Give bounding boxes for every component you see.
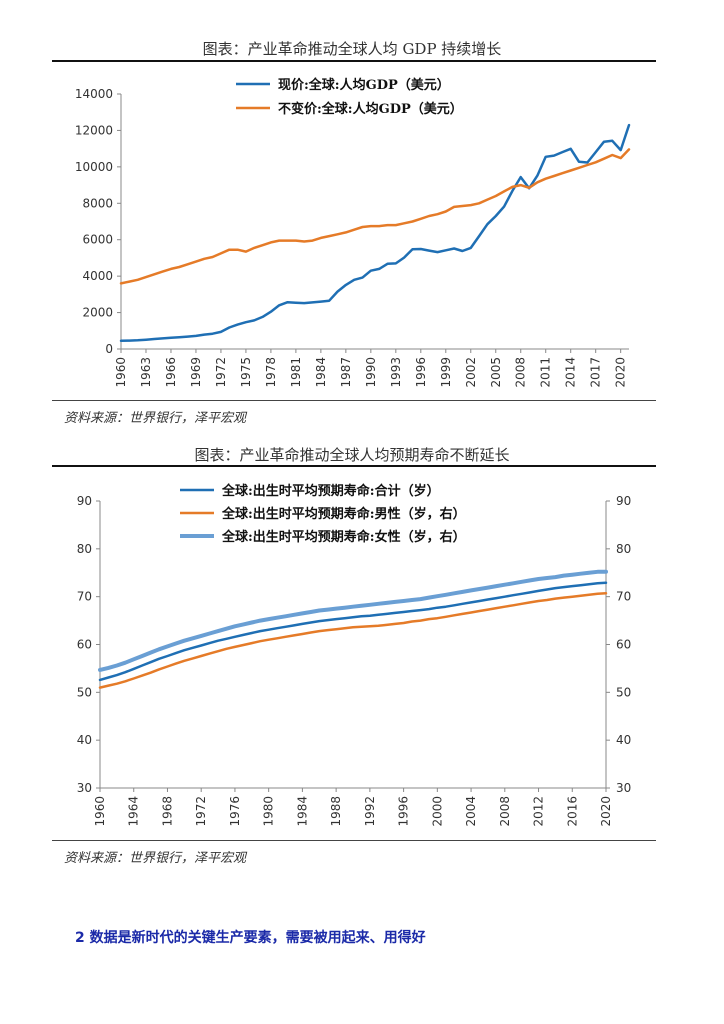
life-x-tick-label: 1992 [363,796,377,827]
life-x-tick-label: 2016 [565,796,579,827]
life-x-tick-label: 2004 [464,796,478,827]
chart2-title: 图表：产业革命推动全球人均预期寿命不断延长 [194,446,510,464]
gdp-legend-label-2: 不变价:全球:人均GDP（美元） [278,101,463,117]
life-legend-label-2: 全球:出生时平均预期寿命:男性（岁，右） [221,506,466,522]
life-legend-label-1: 全球:出生时平均预期寿命:合计（岁） [221,483,440,499]
section-heading: 2 数据是新时代的关键生产要素，需要被用起来、用得好 [75,930,426,946]
gdp-legend-label-1: 现价:全球:人均GDP（美元） [278,77,450,93]
life-expectancy-chart: 30 30 40 40 50 50 60 60 70 70 80 80 90 90 1960 1964 1968… [77,483,632,827]
life-x-tick-label: 2020 [599,796,613,827]
life-y2-tick-label: 90 [616,494,631,508]
gdp-series-line-2 [119,148,631,285]
life-x-tick-label: 1972 [194,796,208,827]
life-x-tick-label: 1964 [127,796,141,827]
gdp-x-tick-label: 1987 [339,357,353,388]
life-y2-tick-label: 40 [616,733,631,747]
chart2-top-rule [52,465,656,467]
chart1-top-rule [52,60,656,62]
gdp-x-tick-label: 1966 [164,357,178,388]
life-y-tick-label: 60 [77,638,92,652]
life-y-tick-label: 30 [77,781,92,795]
chart2-bottom-rule [52,840,656,841]
chart1-source: 资料来源：世界银行，泽平宏观 [64,411,247,426]
life-y-tick-label: 90 [77,494,92,508]
gdp-x-tick-label: 1963 [139,357,153,388]
chart2-source: 资料来源：世界银行，泽平宏观 [64,851,247,866]
life-x-tick-label: 2000 [430,796,444,827]
life-y-tick-label: 70 [77,590,92,604]
life-x-tick-label: 2008 [498,796,512,827]
gdp-y-tick-label: 10000 [75,160,113,174]
gdp-x-tick-label: 2005 [489,357,503,388]
life-y-tick-label: 40 [77,733,92,747]
gdp-series-line-1 [119,123,631,343]
gdp-chart: 0 2000 4000 6000 8000 10000 12000 14000 1960 1963… [75,77,631,388]
life-series-line-1 [98,581,608,682]
gdp-x-tick-label: 2002 [464,357,478,388]
life-x-tick-label: 1980 [262,796,276,827]
gdp-y-tick-label: 4000 [82,269,113,283]
life-x-tick-label: 1976 [228,796,242,827]
gdp-x-tick-label: 1972 [214,357,228,388]
life-x-tick-label: 1984 [295,796,309,827]
gdp-x-tick-label: 2011 [539,357,553,388]
life-y2-tick-label: 70 [616,590,631,604]
gdp-x-tick-label: 1993 [389,357,403,388]
life-x-tick-label: 1960 [93,796,107,827]
gdp-x-tick-label: 1960 [114,357,128,388]
gdp-x-tick-label: 1996 [414,357,428,388]
gdp-x-tick-label: 1984 [314,357,328,388]
gdp-x-tick-label: 1990 [364,357,378,388]
gdp-x-tick-label: 2017 [589,357,603,388]
gdp-x-tick-label: 2008 [514,357,528,388]
life-x-tick-label: 1988 [329,796,343,827]
gdp-x-tick-label: 1999 [439,357,453,388]
life-y-tick-label: 50 [77,685,92,699]
life-series-line-2 [98,592,608,689]
life-y2-tick-label: 80 [616,542,631,556]
gdp-x-tick-label: 1969 [189,357,203,388]
life-y2-tick-label: 60 [616,638,631,652]
gdp-y-tick-label: 6000 [82,233,113,247]
gdp-x-tick-label: 1975 [239,357,253,388]
life-y-tick-label: 80 [77,542,92,556]
gdp-y-tick-label: 0 [105,342,113,356]
gdp-x-tick-label: 1981 [289,357,303,388]
gdp-y-tick-label: 14000 [75,87,113,101]
gdp-y-tick-label: 8000 [82,196,113,210]
gdp-x-tick-label: 1978 [264,357,278,388]
chart1-bottom-rule [52,400,656,401]
life-x-tick-label: 2012 [532,796,546,827]
gdp-x-tick-label: 2014 [564,357,578,388]
life-y2-tick-label: 30 [616,781,631,795]
life-series-line-3 [98,569,608,672]
life-y2-tick-label: 50 [616,685,631,699]
gdp-y-tick-label: 2000 [82,306,113,320]
chart1-title: 图表：产业革命推动全球人均 GDP 持续增长 [202,40,502,58]
life-x-tick-label: 1996 [397,796,411,827]
life-legend-label-3: 全球:出生时平均预期寿命:女性（岁，右） [221,529,466,545]
life-x-tick-label: 1968 [160,796,174,827]
gdp-x-tick-label: 2020 [614,357,628,388]
gdp-y-tick-label: 12000 [75,123,113,137]
